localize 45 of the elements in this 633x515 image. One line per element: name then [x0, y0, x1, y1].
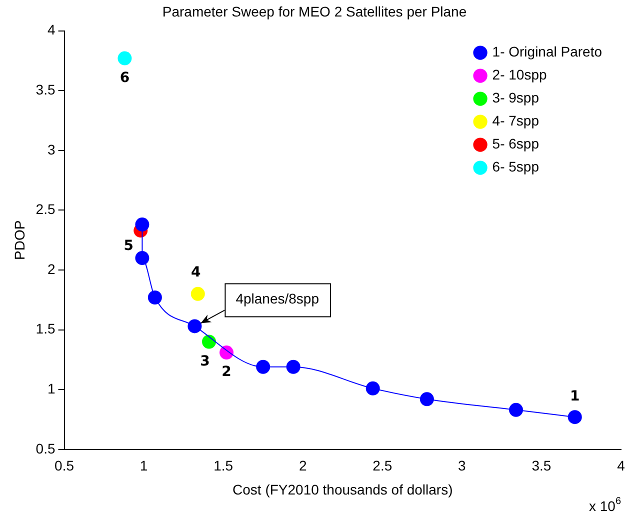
x-tick-label: 1 [140, 458, 148, 474]
point [118, 51, 132, 66]
annotation: 2 [222, 364, 232, 380]
legend-label: 4- 7spp [492, 112, 540, 129]
annotation: 4 [191, 264, 202, 281]
x-tick-label: 3 [458, 458, 466, 474]
y-axis-title: PDOP [11, 220, 28, 260]
x-tick-label: 4 [617, 458, 626, 474]
x-axis-title: Cost (FY2010 thousands of dollars) [232, 481, 453, 498]
point [256, 360, 270, 374]
point [135, 218, 150, 232]
annotation: 1 [570, 388, 580, 405]
point [148, 290, 162, 305]
point [135, 251, 150, 266]
point [568, 410, 582, 424]
legend-label: 1- Original Pareto [492, 44, 602, 60]
legend-label: 3- 9spp [492, 90, 540, 106]
x-tick-label: 1.5 [214, 458, 234, 474]
y-tick-label: 1 [47, 380, 56, 396]
legend-label: 5- 6spp [492, 136, 540, 152]
x-tick-label: 2 [298, 458, 307, 474]
point [220, 346, 234, 360]
y-tick-label: 3.5 [36, 81, 56, 98]
point [420, 392, 434, 406]
point [188, 319, 202, 334]
y-tick-label: 4 [47, 22, 56, 38]
y-tick-label: 2 [47, 260, 56, 277]
x-tick-label: 3.5 [532, 458, 552, 474]
point [202, 334, 216, 349]
point [366, 381, 380, 396]
y-tick-label: 2.5 [36, 201, 56, 218]
y-tick-label: 3 [47, 141, 56, 158]
point [509, 402, 524, 417]
chart-title: Parameter Sweep for MEO 2 Satellites per Plane [162, 3, 467, 20]
legend-label: 6- 5spp [492, 158, 540, 175]
annotation: 4planes/8spp [236, 290, 320, 307]
legend-label: 2- 10spp [492, 66, 547, 83]
x-tick-label: 2.5 [372, 458, 392, 474]
y-tick-label: 1.5 [36, 320, 56, 337]
y-tick-label: 0.5 [36, 440, 56, 456]
annotation: 3 [200, 353, 210, 370]
annotation: 6 [120, 70, 130, 86]
point [190, 286, 205, 301]
point [286, 360, 300, 374]
annotation: 5 [124, 238, 134, 254]
